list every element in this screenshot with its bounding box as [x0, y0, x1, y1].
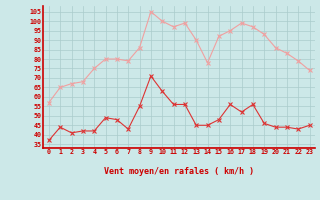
X-axis label: Vent moyen/en rafales ( km/h ): Vent moyen/en rafales ( km/h ) — [104, 166, 254, 176]
